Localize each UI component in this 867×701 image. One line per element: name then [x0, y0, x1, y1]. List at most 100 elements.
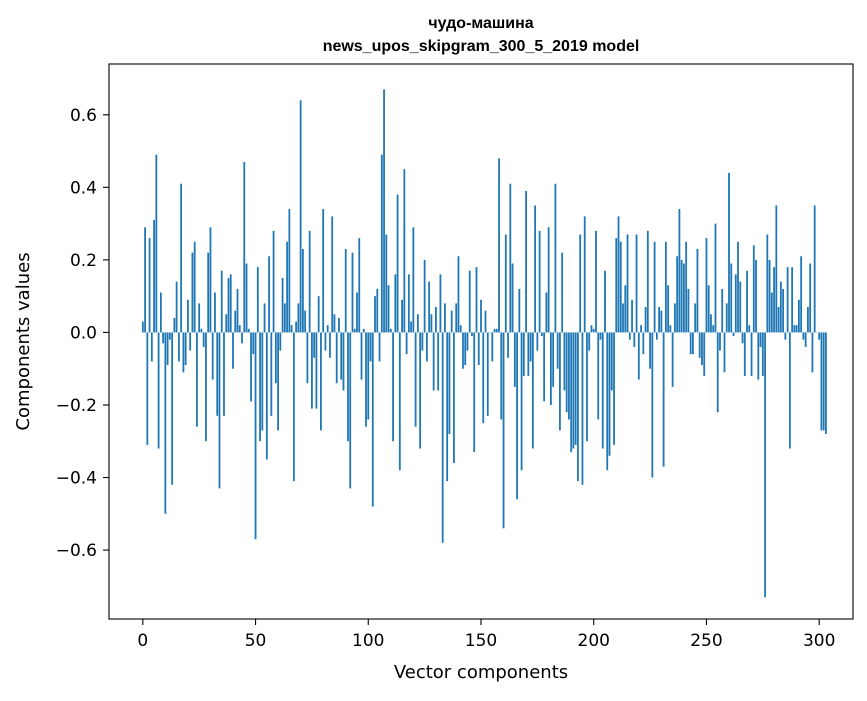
bar-221 [640, 325, 642, 332]
bar-75 [311, 332, 313, 408]
bar-198 [588, 332, 590, 350]
bar-0 [142, 322, 144, 333]
bar-196 [584, 216, 586, 332]
bar-123 [419, 332, 421, 448]
bar-171 [527, 332, 529, 376]
bar-238 [679, 209, 681, 332]
bar-279 [771, 293, 773, 333]
bar-177 [541, 332, 543, 336]
bar-190 [570, 332, 572, 452]
bar-104 [376, 289, 378, 333]
bar-94 [354, 329, 356, 333]
bar-34 [219, 332, 221, 488]
bar-158 [498, 158, 500, 332]
bar-41 [234, 311, 236, 333]
bar-73 [307, 332, 309, 383]
bar-257 [721, 289, 723, 333]
bar-103 [374, 296, 376, 332]
y-tick-label-4: 0.2 [70, 251, 97, 271]
bar-208 [611, 332, 613, 390]
bar-56 [268, 256, 270, 332]
bar-135 [446, 332, 448, 481]
y-tick-label-5: 0.4 [70, 178, 97, 198]
bar-269 [748, 325, 750, 332]
bar-31 [212, 332, 214, 379]
bar-134 [444, 303, 446, 332]
bar-23 [194, 242, 196, 333]
bar-108 [385, 234, 387, 332]
bar-185 [559, 332, 561, 430]
x-tick-label-50: 50 [245, 631, 267, 651]
bar-2 [146, 332, 148, 444]
bar-13 [171, 332, 173, 484]
bar-45 [243, 162, 245, 332]
bar-291 [798, 300, 800, 333]
bar-30 [210, 227, 212, 332]
bar-10 [164, 332, 166, 513]
bar-290 [796, 325, 798, 332]
bar-268 [746, 271, 748, 333]
bar-155 [491, 332, 493, 361]
bar-98 [363, 329, 365, 333]
bar-100 [367, 332, 369, 419]
bar-136 [449, 332, 451, 434]
bar-256 [719, 332, 721, 350]
bar-1 [144, 227, 146, 332]
bar-39 [230, 274, 232, 332]
bar-117 [406, 332, 408, 354]
bar-170 [525, 191, 527, 332]
bar-187 [564, 332, 566, 390]
bar-81 [325, 332, 327, 350]
bar-19 [185, 332, 187, 365]
x-tick-label-300: 300 [803, 631, 835, 651]
bar-65 [288, 209, 290, 332]
bar-159 [500, 332, 502, 419]
bar-232 [665, 242, 667, 333]
bar-233 [667, 285, 669, 332]
bar-48 [250, 332, 252, 401]
bar-57 [270, 332, 272, 415]
bar-219 [636, 234, 638, 332]
bar-237 [676, 256, 678, 332]
bar-141 [460, 325, 462, 332]
bar-174 [534, 205, 536, 332]
bar-193 [577, 332, 579, 481]
bar-16 [178, 332, 180, 361]
bar-273 [757, 332, 759, 379]
bar-38 [228, 278, 230, 332]
bar-264 [737, 242, 739, 333]
bar-285 [784, 332, 786, 339]
bar-54 [264, 303, 266, 332]
bar-69 [297, 303, 299, 332]
bar-235 [672, 332, 674, 386]
bar-297 [812, 332, 814, 372]
y-axis-label: Components values [13, 252, 34, 430]
bar-96 [358, 238, 360, 332]
bar-178 [543, 332, 545, 401]
bar-153 [487, 332, 489, 415]
bar-51 [257, 267, 259, 332]
bar-200 [593, 329, 595, 333]
bar-6 [155, 155, 157, 333]
bar-144 [467, 332, 469, 350]
bar-7 [158, 332, 160, 448]
bar-267 [744, 332, 746, 376]
bar-138 [453, 332, 455, 463]
bar-77 [316, 332, 318, 408]
bar-128 [431, 314, 433, 332]
bar-116 [403, 169, 405, 332]
bar-209 [613, 332, 615, 444]
bar-130 [435, 307, 437, 332]
x-tick-label-250: 250 [690, 631, 722, 651]
bar-14 [173, 318, 175, 333]
bar-201 [595, 231, 597, 333]
bar-192 [575, 332, 577, 444]
bar-167 [518, 289, 520, 333]
bar-236 [674, 303, 676, 332]
bar-296 [809, 264, 811, 333]
bar-217 [631, 300, 633, 333]
bar-301 [821, 332, 823, 430]
bar-218 [633, 332, 635, 347]
